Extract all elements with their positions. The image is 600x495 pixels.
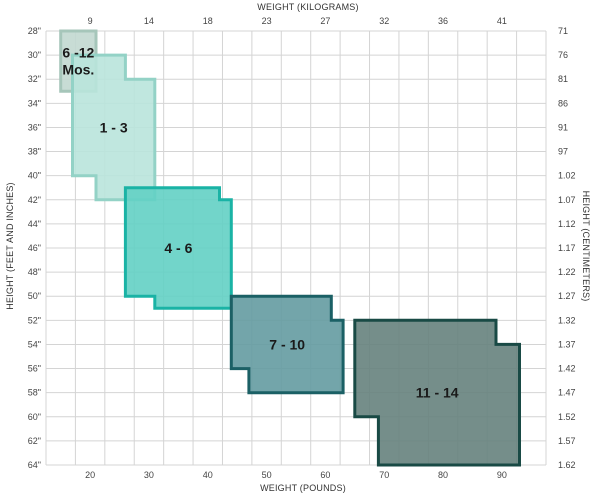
- y-tick-label-centimeters: 86: [558, 98, 568, 108]
- y-tick-label-centimeters: 1.27: [558, 291, 576, 301]
- y-tick-label-inches: 50": [28, 291, 41, 301]
- y-tick-label-centimeters: 1.02: [558, 171, 576, 181]
- y-tick-label-inches: 54": [28, 339, 41, 349]
- y-tick-label-centimeters: 91: [558, 122, 568, 132]
- x-tick-label-pounds: 20: [85, 470, 95, 480]
- y-tick-label-inches: 56": [28, 364, 41, 374]
- axis-ticks: 20 30 40 50 60 70 80 90 9 14 18 23 27 32 36 41 28" 30" 32"…: [28, 16, 576, 480]
- size-region-label: 1 - 3: [100, 119, 128, 135]
- y-tick-label-inches: 64": [28, 460, 41, 470]
- y-tick-label-inches: 60": [28, 412, 41, 422]
- x-tick-label-pounds: 60: [320, 470, 330, 480]
- x-tick-label-pounds: 50: [262, 470, 272, 480]
- x-tick-label-kilograms: 36: [438, 16, 448, 26]
- size-region-labels: 6 -12 Mos. 1 - 3 4 - 6 7 - 10 11 - 14: [62, 45, 458, 401]
- y-tick-label-centimeters: 81: [558, 74, 568, 84]
- y-tick-label-inches: 36": [28, 122, 41, 132]
- y-tick-label-inches: 62": [28, 436, 41, 446]
- y-tick-label-inches: 58": [28, 388, 41, 398]
- x-tick-label-pounds: 80: [438, 470, 448, 480]
- y-tick-label-inches: 46": [28, 243, 41, 253]
- y-tick-label-inches: 32": [28, 74, 41, 84]
- x-tick-label-kilograms: 14: [144, 16, 154, 26]
- size-regions: [59, 29, 521, 467]
- x-tick-label-pounds: 30: [144, 470, 154, 480]
- left-axis-title: HEIGHT (FEET AND INCHES): [5, 182, 15, 309]
- y-tick-label-centimeters: 1.32: [558, 315, 576, 325]
- x-tick-label-kilograms: 32: [379, 16, 389, 26]
- x-tick-label-pounds: 70: [379, 470, 389, 480]
- y-tick-label-centimeters: 1.42: [558, 364, 576, 374]
- y-tick-label-inches: 42": [28, 195, 41, 205]
- x-tick-label-pounds: 40: [203, 470, 213, 480]
- y-tick-label-centimeters: 71: [558, 26, 568, 36]
- y-tick-label-centimeters: 97: [558, 147, 568, 157]
- size-region-label: 6 -12 Mos.: [62, 45, 94, 78]
- y-tick-label-centimeters: 1.47: [558, 388, 576, 398]
- y-tick-label-inches: 52": [28, 315, 41, 325]
- y-tick-label-centimeters: 1.22: [558, 267, 576, 277]
- size-region: [229, 294, 345, 395]
- top-axis-title: WEIGHT (KILOGRAMS): [257, 2, 358, 12]
- y-tick-label-inches: 28": [28, 26, 41, 36]
- x-tick-label-kilograms: 9: [88, 16, 93, 26]
- y-tick-label-centimeters: 1.37: [558, 339, 576, 349]
- y-tick-label-centimeters: 1.52: [558, 412, 576, 422]
- y-tick-label-inches: 40": [28, 171, 41, 181]
- y-tick-label-inches: 48": [28, 267, 41, 277]
- y-tick-label-centimeters: 1.62: [558, 460, 576, 470]
- y-tick-label-centimeters: 1.17: [558, 243, 576, 253]
- bottom-axis-title: WEIGHT (POUNDS): [260, 483, 346, 493]
- y-tick-label-centimeters: 76: [558, 50, 568, 60]
- x-tick-label-pounds: 90: [497, 470, 507, 480]
- x-tick-label-kilograms: 27: [320, 16, 330, 26]
- y-tick-label-inches: 44": [28, 219, 41, 229]
- right-axis-title: HEIGHT (CENTIMETERS): [581, 191, 591, 302]
- y-tick-label-inches: 38": [28, 147, 41, 157]
- x-tick-label-kilograms: 18: [203, 16, 213, 26]
- y-tick-label-centimeters: 1.12: [558, 219, 576, 229]
- size-region-label: 7 - 10: [269, 336, 305, 352]
- y-tick-label-inches: 34": [28, 98, 41, 108]
- x-tick-label-kilograms: 41: [497, 16, 507, 26]
- y-tick-label-centimeters: 1.57: [558, 436, 576, 446]
- x-tick-label-kilograms: 23: [262, 16, 272, 26]
- size-region-label: 11 - 14: [416, 385, 459, 401]
- size-region: [353, 318, 521, 467]
- y-tick-label-inches: 30": [28, 50, 41, 60]
- y-tick-label-centimeters: 1.07: [558, 195, 576, 205]
- size-region-label: 4 - 6: [164, 240, 192, 256]
